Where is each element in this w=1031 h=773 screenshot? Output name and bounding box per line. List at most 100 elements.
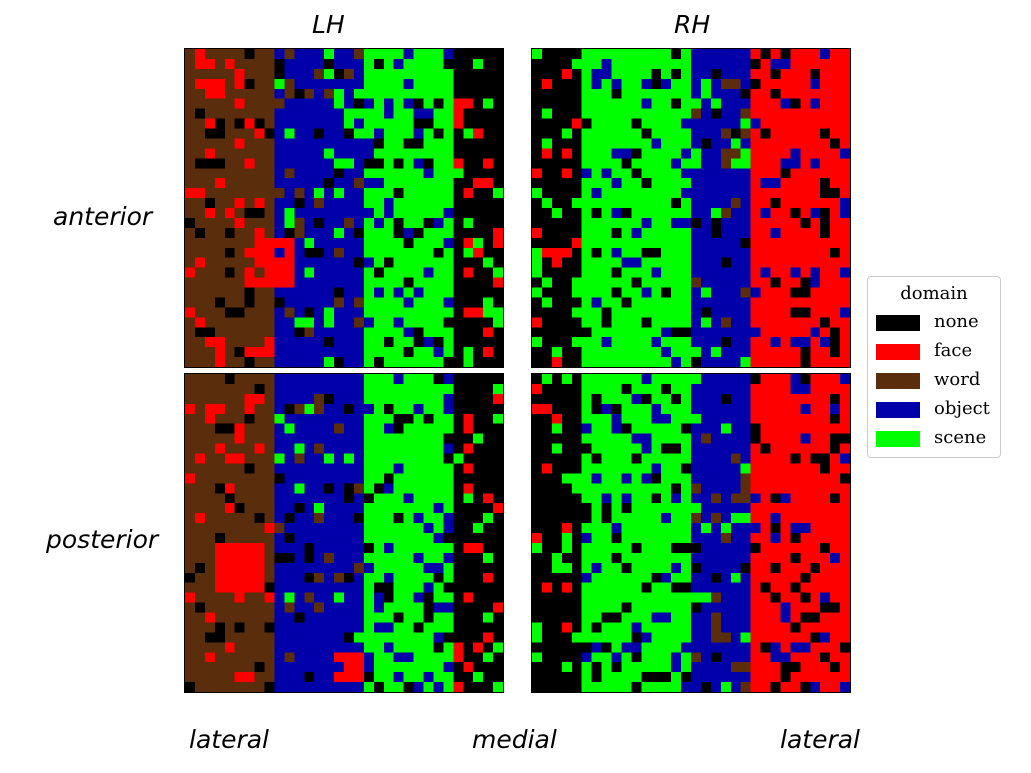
heatmap-cell-none <box>561 88 572 99</box>
heatmap-cell-word <box>224 287 235 298</box>
heatmap-cell-object <box>700 198 711 208</box>
heatmap-cell-scene <box>611 383 622 394</box>
heatmap-cell-object <box>324 443 335 454</box>
heatmap-cell-face <box>800 168 811 179</box>
heatmap-cell-object <box>710 542 721 553</box>
heatmap-cell-face <box>790 257 801 268</box>
heatmap-cell-face <box>214 78 225 89</box>
heatmap-cell-object <box>284 347 295 358</box>
heatmap-cell-none <box>413 98 424 109</box>
heatmap-cell-none <box>463 49 474 59</box>
heatmap-cell-scene <box>423 682 434 692</box>
heatmap-cell-none <box>463 552 474 563</box>
heatmap-cell-word <box>185 138 195 149</box>
heatmap-cell-scene <box>393 662 404 673</box>
heatmap-cell-none <box>234 503 245 514</box>
heatmap-cell-none <box>551 188 562 199</box>
heatmap-cell-face <box>760 327 771 338</box>
heatmap-cell-scene <box>740 513 751 524</box>
heatmap-cell-none <box>661 287 672 298</box>
heatmap-cell-word <box>234 612 245 623</box>
heatmap-cell-word <box>294 227 305 238</box>
heatmap-cell-object <box>324 572 335 583</box>
heatmap-cell-face <box>750 463 761 474</box>
heatmap-cell-object <box>353 337 364 348</box>
heatmap-cell-face <box>810 582 821 593</box>
heatmap-cell-scene <box>681 198 691 208</box>
heatmap-cell-scene <box>581 307 592 318</box>
heatmap-cell-none <box>463 632 474 643</box>
heatmap-cell-scene <box>631 552 642 563</box>
heatmap-cell-none <box>393 188 404 199</box>
heatmap-cell-object <box>740 383 751 394</box>
heatmap-cell-object <box>324 128 335 139</box>
heatmap-cell-object <box>304 108 315 119</box>
heatmap-cell-scene <box>423 198 434 208</box>
heatmap-cell-word <box>224 128 235 139</box>
heatmap-cell-object <box>324 503 335 514</box>
heatmap-cell-scene <box>671 433 682 444</box>
heatmap-cell-none <box>483 503 494 514</box>
heatmap-cell-scene <box>631 493 642 504</box>
heatmap-cell-scene <box>581 267 592 278</box>
heatmap-cell-none <box>403 413 414 424</box>
heatmap-cell-scene <box>611 49 622 59</box>
heatmap-cell-face <box>571 237 582 248</box>
heatmap-cell-scene <box>601 297 612 308</box>
legend-title: domain <box>900 283 968 304</box>
heatmap-cell-scene <box>621 612 632 623</box>
heatmap-cell-none <box>691 562 701 573</box>
heatmap-cell-face <box>750 642 761 653</box>
heatmap-cell-object <box>393 374 404 384</box>
heatmap-cell-none <box>214 483 225 494</box>
heatmap-cell-object <box>710 413 721 424</box>
heatmap-cell-none <box>453 327 464 338</box>
heatmap-cell-scene <box>443 652 454 663</box>
heatmap-cell-none <box>433 247 444 258</box>
heatmap-cell-scene <box>383 433 394 444</box>
heatmap-cell-object <box>710 423 721 434</box>
heatmap-cell-word <box>214 49 225 59</box>
heatmap-cell-scene <box>631 327 642 338</box>
heatmap-cell-none <box>483 602 494 613</box>
heatmap-cell-word <box>204 267 215 278</box>
heatmap-cell-scene <box>373 672 384 683</box>
heatmap-cell-scene <box>561 473 572 484</box>
heatmap-cell-scene <box>334 227 344 238</box>
heatmap-cell-face <box>194 317 205 328</box>
heatmap-cell-face <box>810 473 821 484</box>
heatmap-cell-word <box>194 503 205 514</box>
heatmap-cell-face <box>820 533 831 543</box>
heatmap-cell-scene <box>363 337 374 348</box>
heatmap-cell-none <box>571 327 582 338</box>
heatmap-cell-object <box>284 337 295 348</box>
heatmap-cell-word <box>740 682 751 692</box>
heatmap-cell-scene <box>661 357 672 367</box>
heatmap-cell-object <box>294 297 305 308</box>
heatmap-cell-scene <box>651 533 662 543</box>
heatmap-cell-face <box>780 317 791 328</box>
heatmap-cell-none <box>532 208 542 218</box>
heatmap-cell-object <box>720 347 731 358</box>
heatmap-cell-face <box>760 98 771 109</box>
heatmap-cell-face <box>840 297 850 308</box>
heatmap-cell-scene <box>601 572 612 583</box>
heatmap-cell-scene <box>740 148 751 159</box>
heatmap-cell-object <box>691 433 701 444</box>
heatmap-cell-object <box>720 592 731 603</box>
heatmap-cell-word <box>264 443 275 454</box>
heatmap-cell-none <box>393 158 404 169</box>
heatmap-cell-object <box>720 542 731 553</box>
heatmap-cell-none <box>473 357 484 367</box>
heatmap-cell-none <box>453 58 464 69</box>
heatmap-cell-scene <box>611 513 622 524</box>
heatmap-cell-word <box>234 682 245 692</box>
heatmap-cell-scene <box>591 602 602 613</box>
heatmap-cell-object <box>700 552 711 563</box>
heatmap-cell-scene <box>393 68 404 79</box>
heatmap-cell-face <box>561 148 572 159</box>
heatmap-cell-object <box>344 247 354 258</box>
heatmap-cell-scene <box>443 68 454 79</box>
heatmap-cell-object <box>770 227 781 238</box>
heatmap-cell-none <box>840 642 850 653</box>
